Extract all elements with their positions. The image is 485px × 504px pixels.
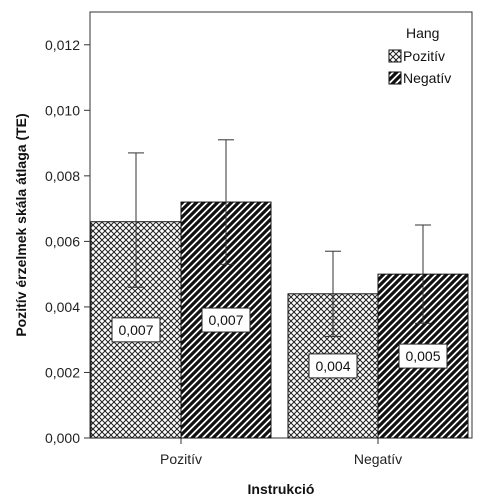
x-axis-ticks: Pozitív Negatív (160, 438, 402, 467)
data-label-box (111, 317, 161, 343)
y-tick-label: 0,000 (45, 430, 80, 446)
data-label-box (308, 353, 358, 379)
x-tick-label: Negatív (354, 451, 402, 467)
legend-title: Hang (406, 25, 439, 41)
legend-swatch-negativ (388, 71, 402, 85)
x-tick-label: Pozitív (160, 451, 202, 467)
data-label: 0,007 (118, 322, 153, 338)
legend-label-negativ: Negatív (403, 70, 451, 86)
error-bar-group (128, 139, 431, 337)
data-label: 0,004 (315, 358, 350, 374)
y-tick-label: 0,004 (45, 299, 80, 315)
x-axis-title: Instrukció (248, 481, 315, 497)
data-label: 0,007 (208, 312, 243, 328)
y-tick-label: 0,010 (45, 102, 80, 118)
data-label-group: 0,007 0,004 0,007 0,005 (111, 307, 448, 379)
y-tick-label: 0,012 (45, 37, 80, 53)
legend-swatch-pozitiv (388, 49, 402, 63)
y-tick-label: 0,008 (45, 168, 80, 184)
legend: Hang Pozitív Negatív (388, 25, 451, 86)
data-label-box (201, 307, 251, 333)
plot-frame (89, 11, 473, 439)
y-tick-label: 0,002 (45, 364, 80, 380)
data-label-box (398, 343, 448, 369)
y-axis-ticks: 0,000 0,002 0,004 0,006 0,008 0,010 0,012 (45, 37, 90, 446)
legend-label-pozitiv: Pozitív (403, 48, 445, 64)
data-label: 0,005 (405, 348, 440, 364)
y-axis-title: Pozitív érzelmek skála átlaga (TE) (13, 113, 29, 336)
y-tick-label: 0,006 (45, 233, 80, 249)
